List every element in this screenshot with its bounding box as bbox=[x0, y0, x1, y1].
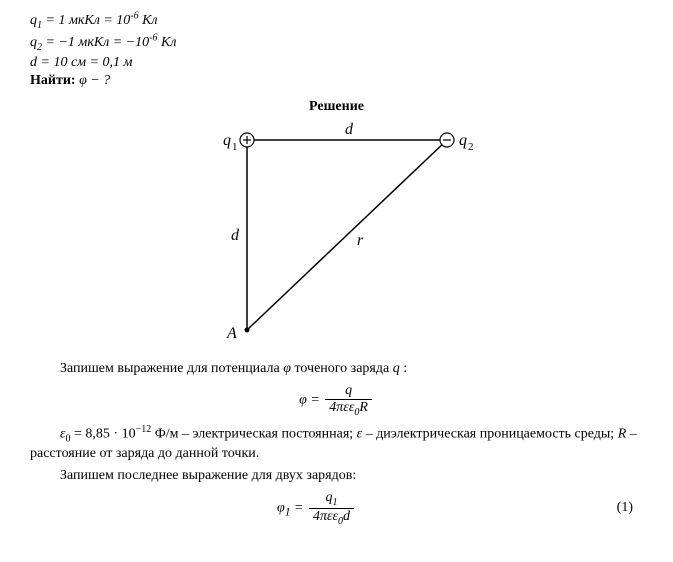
formula2-den-b: d bbox=[343, 509, 350, 524]
prose-1phi: φ bbox=[283, 361, 291, 376]
formula2-den-a: 4πεε bbox=[313, 509, 338, 524]
svg-text:q: q bbox=[459, 132, 467, 149]
given-q1: q1 = 1 мкКл = 10-6 Кл bbox=[30, 10, 643, 30]
formula1-num: q bbox=[325, 383, 372, 400]
svg-text:q: q bbox=[223, 132, 231, 149]
given-q2-text: q2 = −1 мкКл = −10-6 Кл bbox=[30, 35, 176, 50]
formula1-den: 4πεε0R bbox=[325, 400, 372, 418]
formula2-frac: q1 4πεε0d bbox=[309, 490, 354, 527]
formula2-num: q1 bbox=[309, 490, 354, 509]
formula2: φ 1 = q1 4πεε0d bbox=[30, 490, 603, 527]
prose-2b: Ф/м – электрическая постоянная; bbox=[151, 427, 356, 442]
solution-title: Решение bbox=[30, 99, 643, 115]
formula2-den: 4πεε0d bbox=[309, 509, 354, 527]
formula1-den-b: R bbox=[359, 400, 368, 415]
given-d-text: d = 10 см = 0,1 м bbox=[30, 55, 132, 70]
prose-2R: R bbox=[618, 427, 627, 442]
given-q2: q2 = −1 мкКл = −10-6 Кл bbox=[30, 32, 643, 52]
prose-2eq: = 8,85 · 10 bbox=[71, 427, 136, 442]
formula2-num-sub: 1 bbox=[333, 497, 338, 508]
prose-2: ε0 = 8,85 · 10−12 Ф/м – электрическая по… bbox=[30, 423, 643, 464]
formula-row-1: φ 1 = q1 4πεε0d (1) bbox=[30, 490, 643, 527]
geometry-diagram: q 1 q 2 A d d r bbox=[187, 120, 487, 350]
formula2-lhs-a: φ bbox=[277, 500, 285, 515]
given-q1-text: q1 = 1 мкКл = 10-6 Кл bbox=[30, 13, 158, 28]
prose-1q: q bbox=[393, 361, 400, 376]
prose-1b: точеного заряда bbox=[291, 361, 393, 376]
find-value: φ − ? bbox=[79, 73, 110, 88]
formula1-frac: q 4πεε0R bbox=[325, 383, 372, 418]
prose-1: Запишем выражение для потенциала φ точен… bbox=[30, 360, 643, 378]
svg-text:2: 2 bbox=[468, 141, 474, 153]
find-label: Найти: bbox=[30, 73, 76, 88]
svg-text:1: 1 bbox=[232, 141, 238, 153]
prose-1a: Запишем выражение для потенциала bbox=[60, 361, 283, 376]
formula2-lhs-b: = bbox=[291, 500, 307, 515]
prose-1c: : bbox=[400, 361, 407, 376]
formula-phi: φ = q 4πεε0R bbox=[30, 383, 643, 418]
svg-text:d: d bbox=[345, 121, 354, 138]
prose-2sup: −12 bbox=[136, 424, 152, 435]
prose-2c: – диэлектрическая проницаемость среды; bbox=[362, 427, 618, 442]
svg-text:d: d bbox=[231, 227, 240, 244]
equation-number-1: (1) bbox=[603, 500, 643, 516]
formula2-num-a: q bbox=[326, 490, 333, 505]
find-line: Найти: φ − ? bbox=[30, 73, 643, 89]
svg-text:A: A bbox=[226, 325, 237, 342]
formula1-den-a: 4πεε bbox=[329, 400, 354, 415]
formula1-lhs: φ = bbox=[299, 393, 323, 408]
svg-text:r: r bbox=[357, 232, 364, 249]
given-d: d = 10 см = 0,1 м bbox=[30, 55, 643, 71]
prose-3: Запишем последнее выражение для двух зар… bbox=[30, 467, 643, 485]
